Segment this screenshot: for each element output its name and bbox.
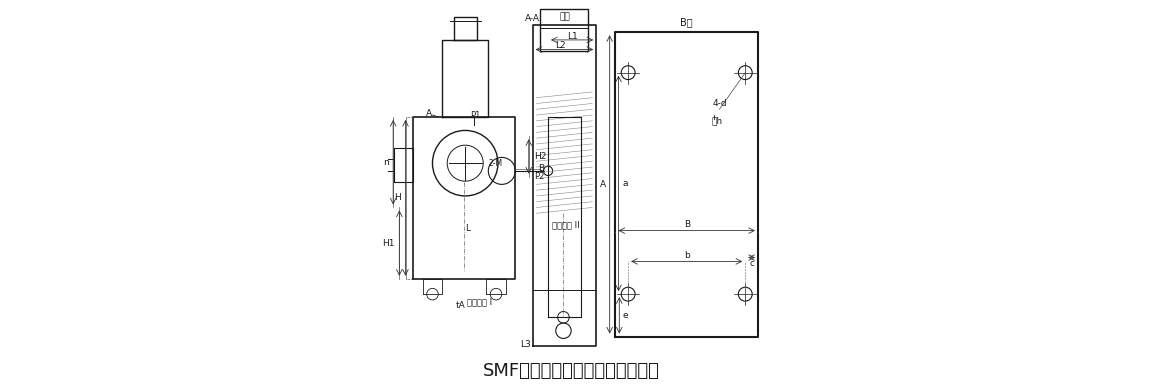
Text: 4-d: 4-d <box>712 99 727 108</box>
Text: SMF系列安装外形尺寸（可定制）: SMF系列安装外形尺寸（可定制） <box>483 362 660 380</box>
Text: H: H <box>394 193 401 203</box>
Text: A: A <box>599 180 606 189</box>
Text: 深h: 深h <box>711 116 722 125</box>
Text: tA: tA <box>455 301 466 310</box>
Text: H1: H1 <box>382 239 394 248</box>
Text: e: e <box>622 311 628 320</box>
Text: 手柄位置 I: 手柄位置 I <box>467 297 492 307</box>
Text: B向: B向 <box>681 17 693 28</box>
Text: L3: L3 <box>520 340 530 349</box>
Text: B: B <box>683 220 690 229</box>
Text: c: c <box>750 259 754 268</box>
Text: A: A <box>426 109 431 118</box>
Text: L1: L1 <box>567 31 577 41</box>
Text: P2: P2 <box>535 172 545 181</box>
Text: 2-M: 2-M <box>489 159 503 168</box>
Text: a: a <box>622 179 628 188</box>
Text: 手柄位置 II: 手柄位置 II <box>552 220 580 229</box>
Text: P1: P1 <box>469 111 480 120</box>
Text: H2: H2 <box>535 152 547 161</box>
Text: A-A: A-A <box>526 14 540 23</box>
Text: L2: L2 <box>555 41 566 50</box>
Text: n: n <box>383 158 389 167</box>
Text: B: B <box>538 165 545 173</box>
Text: b: b <box>684 251 690 260</box>
Text: 进口: 进口 <box>560 12 570 21</box>
Text: L: L <box>466 224 470 233</box>
